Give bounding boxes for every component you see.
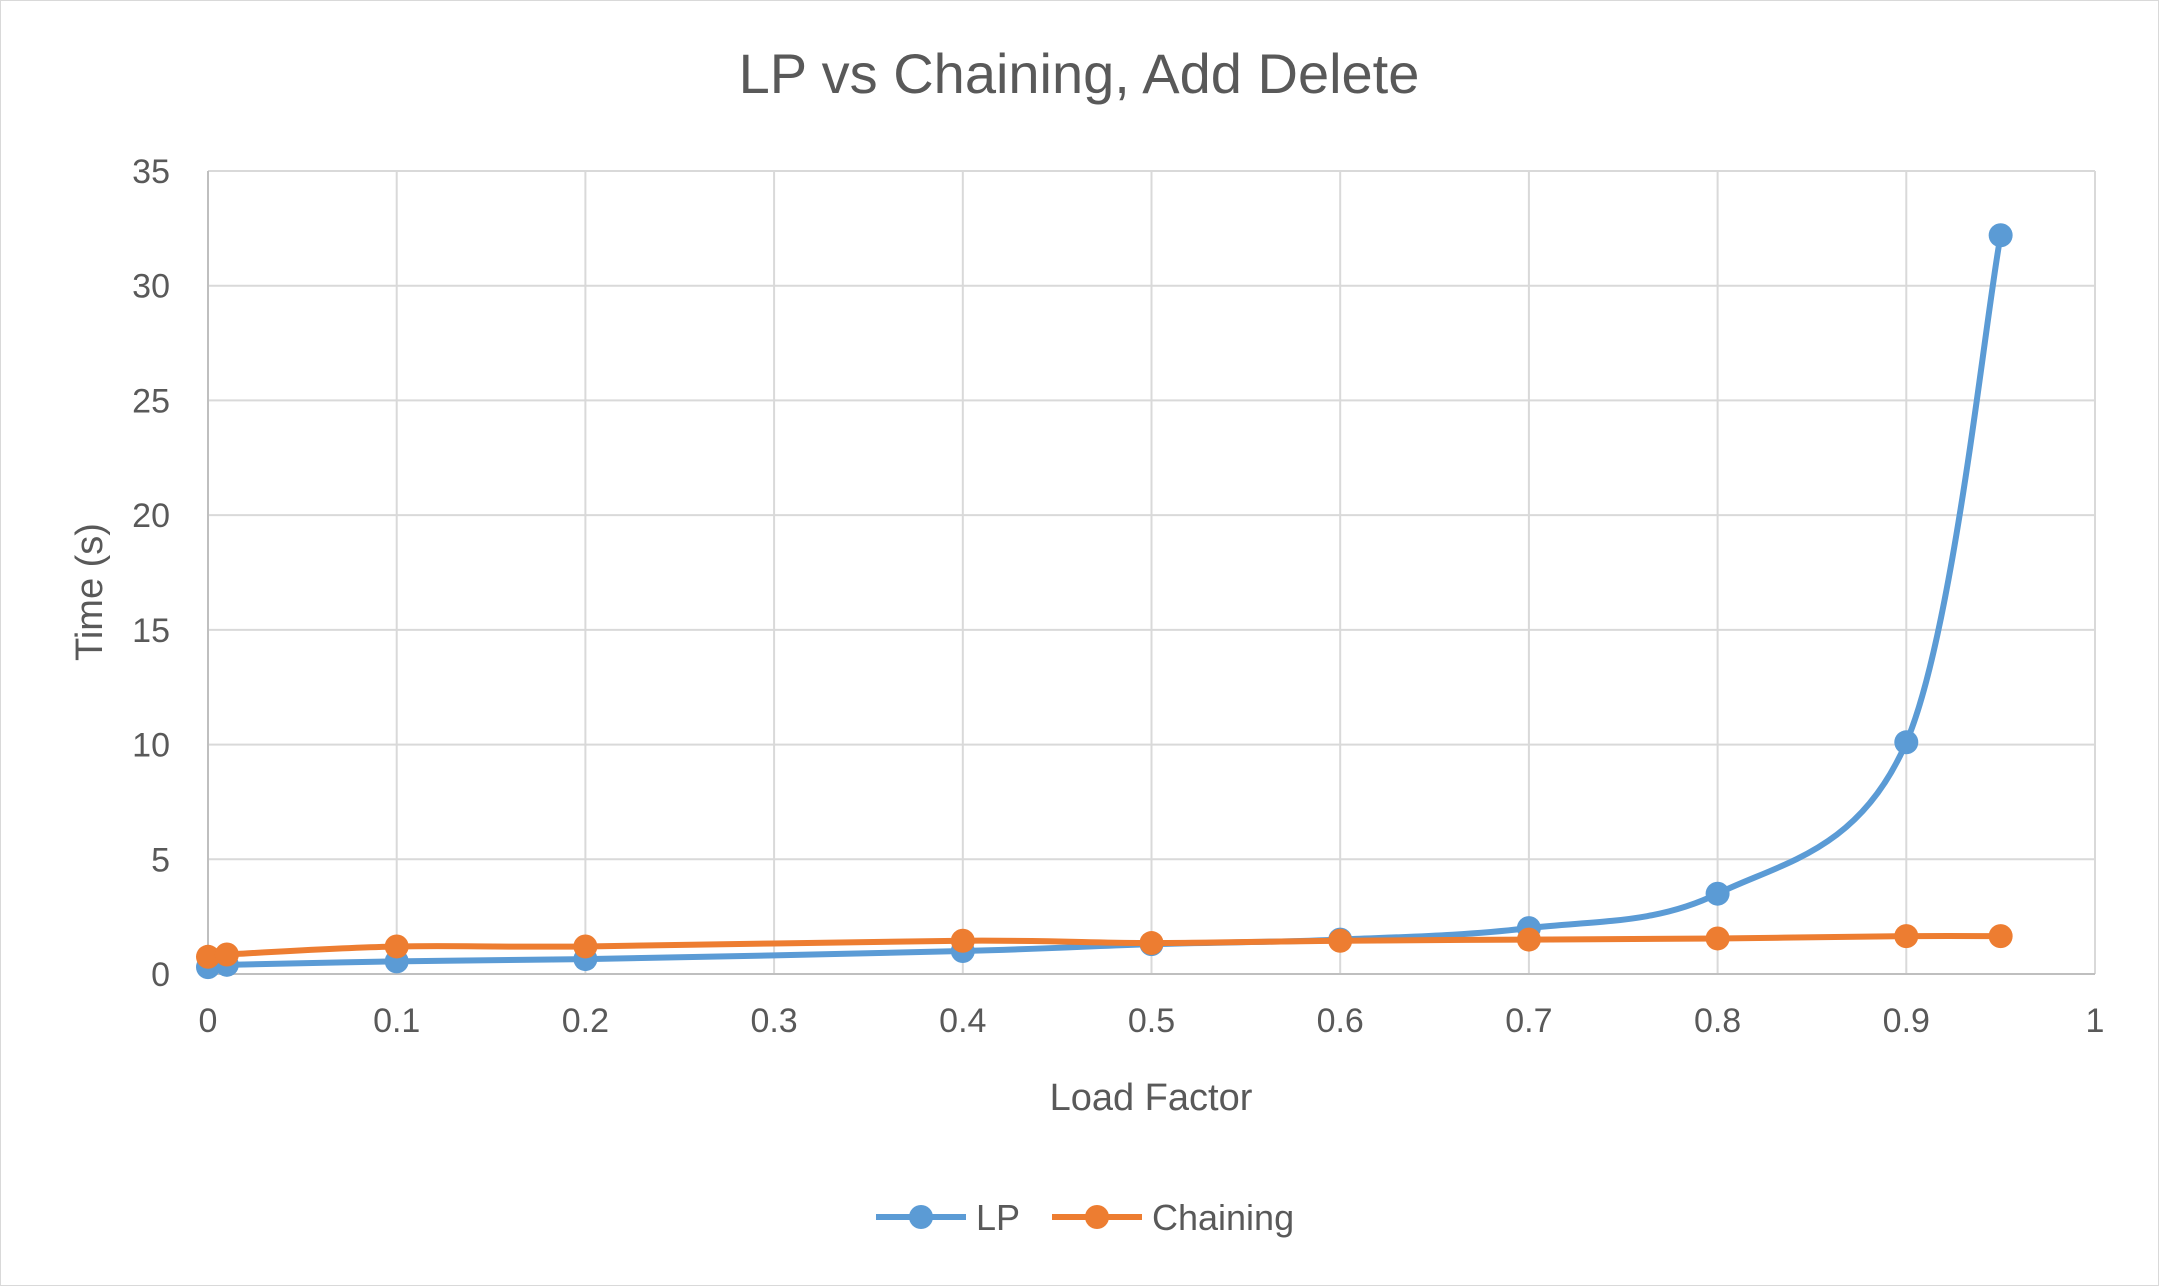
- y-tick-label: 0: [151, 956, 170, 994]
- x-axis-label: Load Factor: [1050, 1077, 1253, 1119]
- x-tick-label: 0.5: [1128, 1002, 1175, 1040]
- series-layer: [196, 223, 2013, 980]
- legend-item: LP: [876, 1197, 1020, 1238]
- y-axis-ticks: 0 5 10 15 20 25 30 35: [132, 153, 170, 994]
- data-point: [1988, 924, 2013, 949]
- y-tick-label: 10: [132, 727, 170, 765]
- grid-lines: [207, 170, 2096, 975]
- x-tick-label: 0.4: [939, 1002, 986, 1040]
- data-point: [1705, 926, 1730, 951]
- data-point: [214, 942, 239, 967]
- series-chaining: [196, 924, 2013, 969]
- legend-swatch-marker: [1085, 1205, 1109, 1229]
- y-tick-label: 35: [132, 153, 170, 191]
- data-point: [1894, 730, 1919, 755]
- data-point: [196, 944, 220, 969]
- data-point: [1139, 931, 1164, 956]
- data-point: [1894, 924, 1919, 949]
- data-point: [1988, 223, 2013, 248]
- x-tick-label: 0.3: [750, 1002, 797, 1040]
- y-axis-label: Time (s): [69, 523, 111, 661]
- x-axis-ticks: 0 0.1 0.2 0.3 0.4 0.5 0.6 0.7 0.8 0.9 1: [199, 1002, 2105, 1040]
- series-lp: [196, 223, 2013, 980]
- x-tick-label: 0: [199, 1002, 218, 1040]
- x-tick-label: 0.1: [373, 1002, 420, 1040]
- chart-title: LP vs Chaining, Add Delete: [739, 42, 1420, 105]
- data-point: [384, 934, 409, 959]
- x-tick-label: 0.6: [1317, 1002, 1364, 1040]
- y-tick-label: 30: [132, 268, 170, 306]
- legend-swatch-marker: [909, 1205, 933, 1229]
- data-point: [1328, 928, 1353, 953]
- y-tick-label: 5: [151, 841, 170, 879]
- y-tick-label: 20: [132, 497, 170, 535]
- legend-label: Chaining: [1152, 1197, 1294, 1238]
- data-point: [573, 934, 598, 959]
- x-tick-label: 0.9: [1883, 1002, 1930, 1040]
- series-line: [203, 232, 2004, 971]
- x-tick-label: 1: [2086, 1002, 2105, 1040]
- x-tick-label: 0.7: [1505, 1002, 1552, 1040]
- legend-label: LP: [976, 1197, 1020, 1238]
- x-tick-label: 0.8: [1694, 1002, 1741, 1040]
- y-tick-label: 25: [132, 382, 170, 420]
- legend: LP Chaining: [876, 1197, 1294, 1238]
- data-point: [1516, 927, 1541, 952]
- data-point: [950, 928, 975, 953]
- x-tick-label: 0.2: [562, 1002, 609, 1040]
- legend-item: Chaining: [1052, 1197, 1294, 1238]
- y-tick-label: 15: [132, 612, 170, 650]
- data-point: [1705, 881, 1730, 906]
